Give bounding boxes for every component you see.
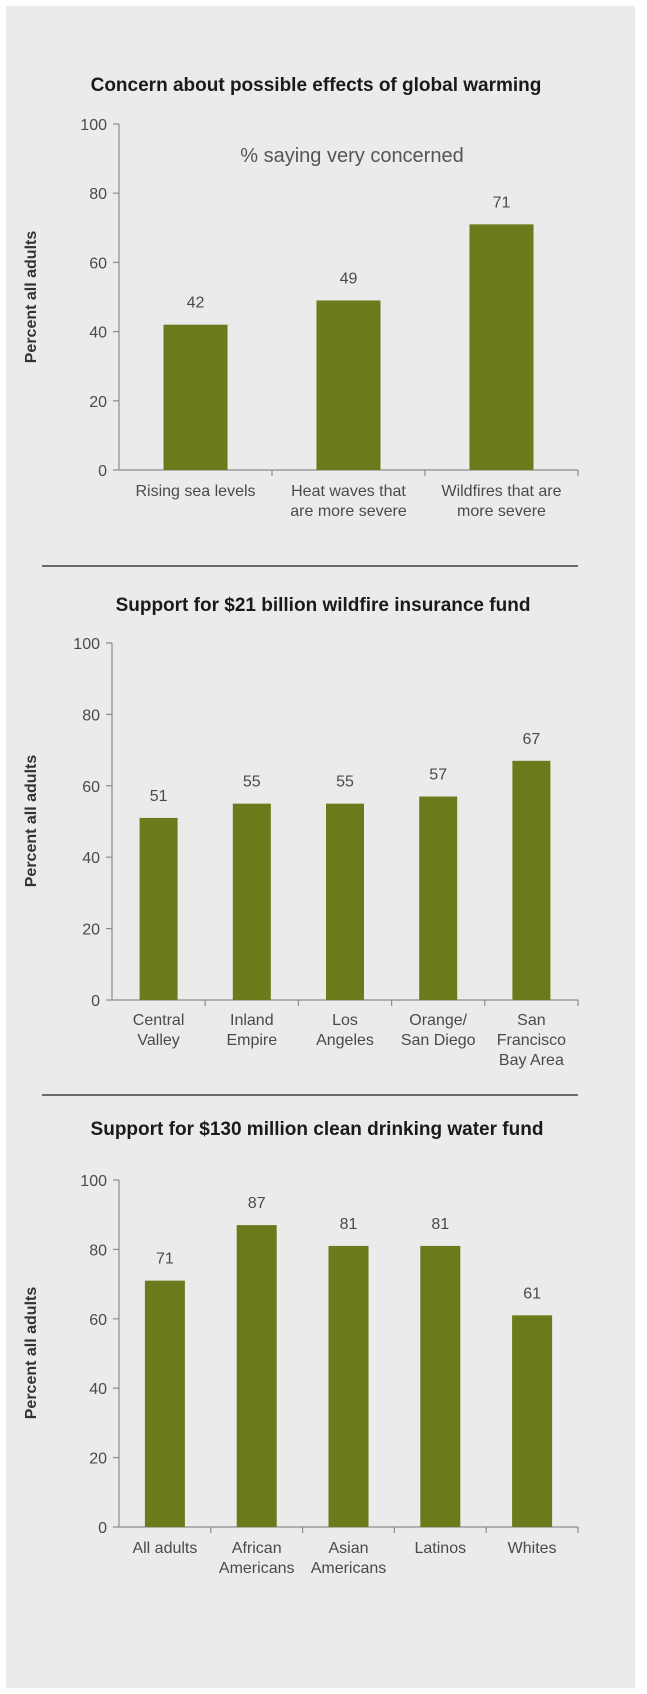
data-label: 71	[156, 1251, 174, 1268]
y-tick-label: 20	[82, 922, 100, 939]
category-label: Valley	[137, 1032, 179, 1049]
category-label: Rising sea levels	[135, 483, 255, 500]
bar	[144, 1280, 185, 1527]
y-tick-label: 100	[80, 1173, 107, 1190]
bar	[139, 817, 178, 1000]
chart-title: Concern about possible effects of global…	[91, 75, 542, 96]
category-label: Central	[133, 1012, 185, 1029]
bar	[236, 1225, 277, 1527]
y-tick-label: 60	[89, 1312, 107, 1329]
category-label: Los	[332, 1012, 358, 1029]
data-label: 42	[187, 295, 205, 312]
y-tick-label: 100	[80, 117, 107, 134]
chart-subtitle: % saying very concerned	[240, 145, 463, 167]
data-label: 57	[429, 767, 447, 784]
y-tick-label: 80	[89, 186, 107, 203]
category-label: Francisco	[497, 1032, 566, 1049]
y-tick-label: 0	[98, 463, 107, 480]
category-label: Americans	[219, 1560, 295, 1577]
bar	[326, 803, 364, 1000]
category-label: Asian	[328, 1540, 368, 1557]
data-label: 71	[493, 194, 511, 211]
bar	[163, 324, 228, 470]
bar	[512, 760, 551, 1000]
category-label: Orange/	[409, 1012, 467, 1029]
y-tick-label: 100	[73, 636, 100, 653]
y-tick-label: 60	[82, 779, 100, 796]
category-label: All adults	[132, 1540, 197, 1557]
chart-title: Support for $21 billion wildfire insuran…	[116, 595, 531, 616]
category-label: Bay Area	[499, 1052, 564, 1069]
data-label: 55	[336, 774, 354, 791]
data-label: 81	[340, 1216, 358, 1233]
category-label: more severe	[457, 503, 546, 520]
y-axis-label: Percent all adults	[23, 755, 40, 888]
y-axis-label: Percent all adults	[23, 1287, 40, 1420]
category-label: San	[517, 1012, 545, 1029]
category-label: Inland	[230, 1012, 274, 1029]
y-tick-label: 40	[82, 850, 100, 867]
data-label: 61	[523, 1285, 541, 1302]
category-label: Americans	[311, 1560, 387, 1577]
bar	[316, 300, 381, 470]
y-tick-label: 60	[89, 255, 107, 272]
data-label: 49	[340, 270, 358, 287]
data-label: 81	[431, 1216, 449, 1233]
y-tick-label: 20	[89, 1451, 107, 1468]
category-label: Empire	[226, 1032, 277, 1049]
bar	[328, 1245, 369, 1527]
bar	[232, 803, 271, 1000]
y-tick-label: 80	[89, 1242, 107, 1259]
data-label: 55	[243, 774, 261, 791]
category-label: are more severe	[290, 503, 407, 520]
y-tick-label: 0	[98, 1520, 107, 1537]
bar	[419, 796, 458, 1000]
y-tick-label: 20	[89, 394, 107, 411]
category-label: San Diego	[401, 1032, 476, 1049]
chart-title: Support for $130 million clean drinking …	[91, 1119, 544, 1140]
bar	[469, 224, 534, 470]
bar	[420, 1245, 461, 1527]
data-label: 51	[150, 788, 168, 805]
category-label: Whites	[508, 1540, 557, 1557]
bar	[512, 1315, 553, 1527]
y-tick-label: 80	[82, 707, 100, 724]
y-tick-label: 40	[89, 325, 107, 342]
category-label: Latinos	[415, 1540, 467, 1557]
category-label: African	[232, 1540, 282, 1557]
data-label: 67	[523, 731, 541, 748]
y-tick-label: 0	[91, 993, 100, 1010]
category-label: Angeles	[316, 1032, 374, 1049]
category-label: Heat waves that	[291, 483, 406, 500]
y-axis-label: Percent all adults	[23, 231, 40, 364]
y-tick-label: 40	[89, 1381, 107, 1398]
data-label: 87	[248, 1195, 266, 1212]
category-label: Wildfires that are	[441, 483, 561, 500]
